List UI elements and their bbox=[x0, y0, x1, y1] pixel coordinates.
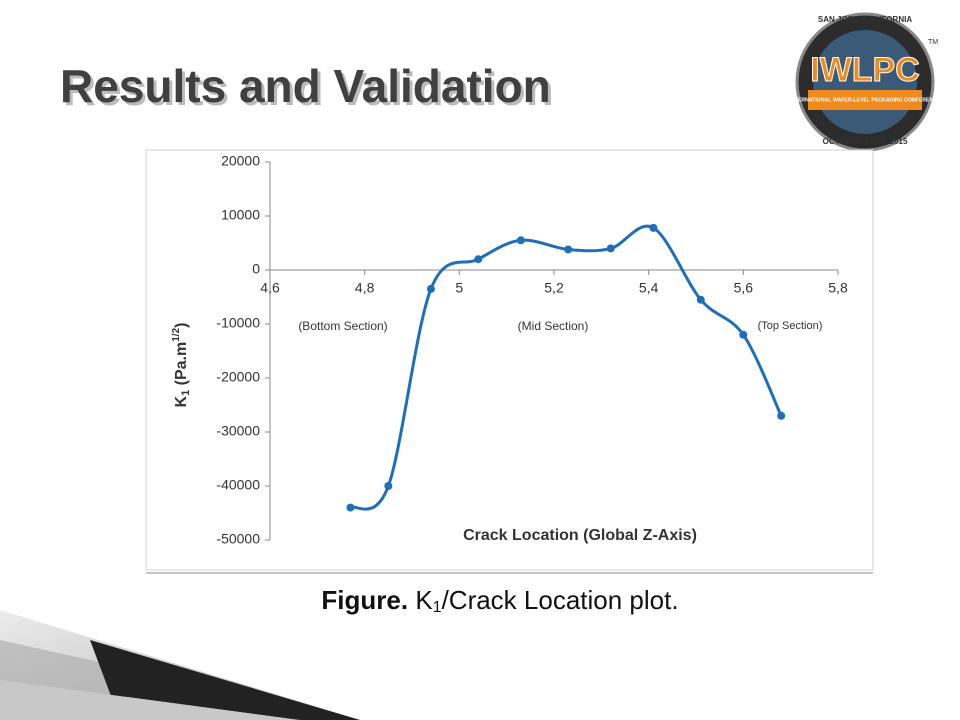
y-tick-label: -10000 bbox=[216, 315, 260, 331]
series-line bbox=[349, 224, 783, 511]
y-label-sub: 1 bbox=[180, 390, 192, 396]
caption-main: K bbox=[415, 585, 433, 615]
data-point bbox=[346, 503, 355, 512]
logo-name: IWLPC bbox=[810, 51, 920, 89]
y-tick-label: 0 bbox=[252, 261, 260, 277]
data-point bbox=[696, 295, 705, 304]
x-tick-label: 5,8 bbox=[828, 280, 848, 296]
data-point bbox=[777, 411, 786, 420]
x-tick-label: 5,4 bbox=[639, 280, 659, 296]
annotation: (Top Section) bbox=[758, 320, 823, 332]
logo-top: SAN JOSE, CALIFORNIA bbox=[818, 15, 912, 24]
y-tick-label: -20000 bbox=[216, 369, 260, 385]
data-point bbox=[739, 330, 748, 339]
x-tick-label: 4,6 bbox=[260, 280, 280, 296]
caption-rest: /Crack Location plot. bbox=[442, 585, 679, 615]
y-axis-label: K1 (Pa.m1/2) bbox=[171, 323, 192, 408]
logo-banner: INTERNATIONAL WAFER-LEVEL PACKAGING CONF… bbox=[790, 97, 941, 103]
y-label-sup: 1/2 bbox=[171, 327, 182, 341]
x-tick-label: 4,8 bbox=[355, 280, 375, 296]
y-tick-label: 20000 bbox=[221, 153, 260, 169]
logo-bottom: OCTOBER 13-15, 2015 bbox=[823, 137, 908, 146]
figure-caption: Figure. K1/Crack Location plot. bbox=[321, 585, 678, 616]
logo: SAN JOSE, CALIFORNIA IWLPC TM INTERNATIO… bbox=[790, 12, 941, 152]
title-shadow: Results and Validation bbox=[63, 63, 554, 115]
x-tick-label: 5,2 bbox=[544, 280, 564, 296]
y-tick-label: -30000 bbox=[216, 423, 260, 439]
data-point bbox=[474, 255, 483, 264]
data-point bbox=[426, 284, 435, 293]
y-tick-label: -50000 bbox=[216, 531, 260, 547]
data-point bbox=[516, 236, 525, 245]
logo-tm: TM bbox=[928, 39, 938, 46]
caption-sub: 1 bbox=[433, 599, 442, 616]
y-label-mid: (Pa.m bbox=[173, 342, 190, 390]
annotation: (Bottom Section) bbox=[298, 319, 387, 333]
y-tick-label: 10000 bbox=[221, 207, 260, 223]
slide-title: Results and Validation bbox=[60, 60, 551, 112]
data-point bbox=[384, 482, 393, 490]
y-label-main: K bbox=[173, 395, 190, 407]
y-tick-label: -40000 bbox=[216, 477, 260, 493]
chart-frame bbox=[145, 149, 874, 571]
decoration bbox=[0, 610, 360, 720]
annotation: (Mid Section) bbox=[518, 319, 589, 333]
data-point bbox=[564, 245, 573, 254]
y-label-end: ) bbox=[173, 323, 190, 328]
data-point bbox=[606, 244, 615, 253]
x-axis-label: Crack Location (Global Z-Axis) bbox=[463, 527, 697, 544]
caption-lead: Figure. bbox=[321, 585, 408, 615]
x-tick-label: 5,6 bbox=[734, 280, 754, 296]
x-tick-label: 5 bbox=[455, 280, 463, 296]
data-point bbox=[649, 223, 658, 232]
